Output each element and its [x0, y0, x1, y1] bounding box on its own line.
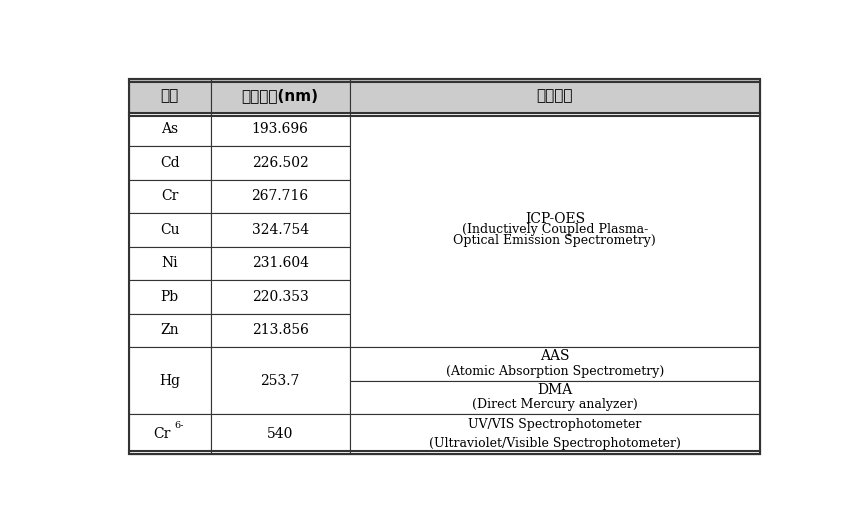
Text: AAS: AAS	[540, 350, 570, 364]
Text: (Ultraviolet/Visible Spectrophotometer): (Ultraviolet/Visible Spectrophotometer)	[429, 437, 681, 450]
Text: 193.696: 193.696	[251, 122, 309, 136]
Text: Zn: Zn	[160, 323, 179, 337]
Text: Ni: Ni	[161, 256, 178, 270]
Bar	[349, 347, 760, 380]
Text: DMA: DMA	[538, 383, 572, 397]
Bar	[128, 79, 211, 113]
Bar	[349, 414, 760, 454]
Text: (Direct Mercury analyzer): (Direct Mercury analyzer)	[472, 398, 638, 411]
Bar	[128, 280, 211, 313]
Text: 220.353: 220.353	[251, 290, 309, 304]
Text: 231.604: 231.604	[251, 256, 309, 270]
Text: 324.754: 324.754	[251, 223, 309, 237]
Text: 6-: 6-	[174, 421, 184, 430]
Bar	[211, 246, 349, 280]
Bar	[128, 146, 211, 180]
Text: 226.502: 226.502	[251, 156, 309, 170]
Bar	[349, 113, 760, 347]
Bar	[211, 313, 349, 347]
Text: 213.856: 213.856	[251, 323, 309, 337]
Text: (Atomic Absorption Spectrometry): (Atomic Absorption Spectrometry)	[446, 365, 664, 378]
Bar	[211, 146, 349, 180]
Text: Optical Emission Spectrometry): Optical Emission Spectrometry)	[453, 234, 656, 247]
Text: 253.7: 253.7	[260, 374, 300, 388]
Bar	[211, 414, 349, 454]
Bar	[211, 347, 349, 414]
Bar	[128, 313, 211, 347]
Text: 항목: 항목	[160, 88, 179, 103]
Text: As: As	[161, 122, 178, 136]
Bar	[128, 213, 211, 246]
Bar	[128, 347, 211, 414]
Bar	[211, 79, 349, 113]
Bar	[349, 79, 760, 113]
Text: UV/VIS Spectrophotometer: UV/VIS Spectrophotometer	[468, 418, 642, 431]
Text: 540: 540	[267, 427, 293, 441]
Bar	[211, 213, 349, 246]
Bar	[211, 280, 349, 313]
Bar	[211, 180, 349, 213]
Text: Cd: Cd	[160, 156, 179, 170]
Bar	[128, 113, 211, 146]
Text: 267.716: 267.716	[251, 189, 309, 203]
Bar	[211, 113, 349, 146]
Text: ICP-OES: ICP-OES	[525, 212, 585, 226]
Bar	[128, 246, 211, 280]
Text: Cr: Cr	[153, 427, 170, 441]
Text: 파장조건(nm): 파장조건(nm)	[242, 88, 318, 103]
Text: Cr: Cr	[161, 189, 179, 203]
Text: 분석장비: 분석장비	[537, 88, 573, 103]
Bar	[349, 380, 760, 414]
Text: (Inductively Coupled Plasma-: (Inductively Coupled Plasma-	[462, 223, 648, 236]
Bar	[128, 414, 211, 454]
Bar	[128, 180, 211, 213]
Text: Hg: Hg	[159, 374, 180, 388]
Text: Cu: Cu	[160, 223, 179, 237]
Text: Pb: Pb	[160, 290, 179, 304]
